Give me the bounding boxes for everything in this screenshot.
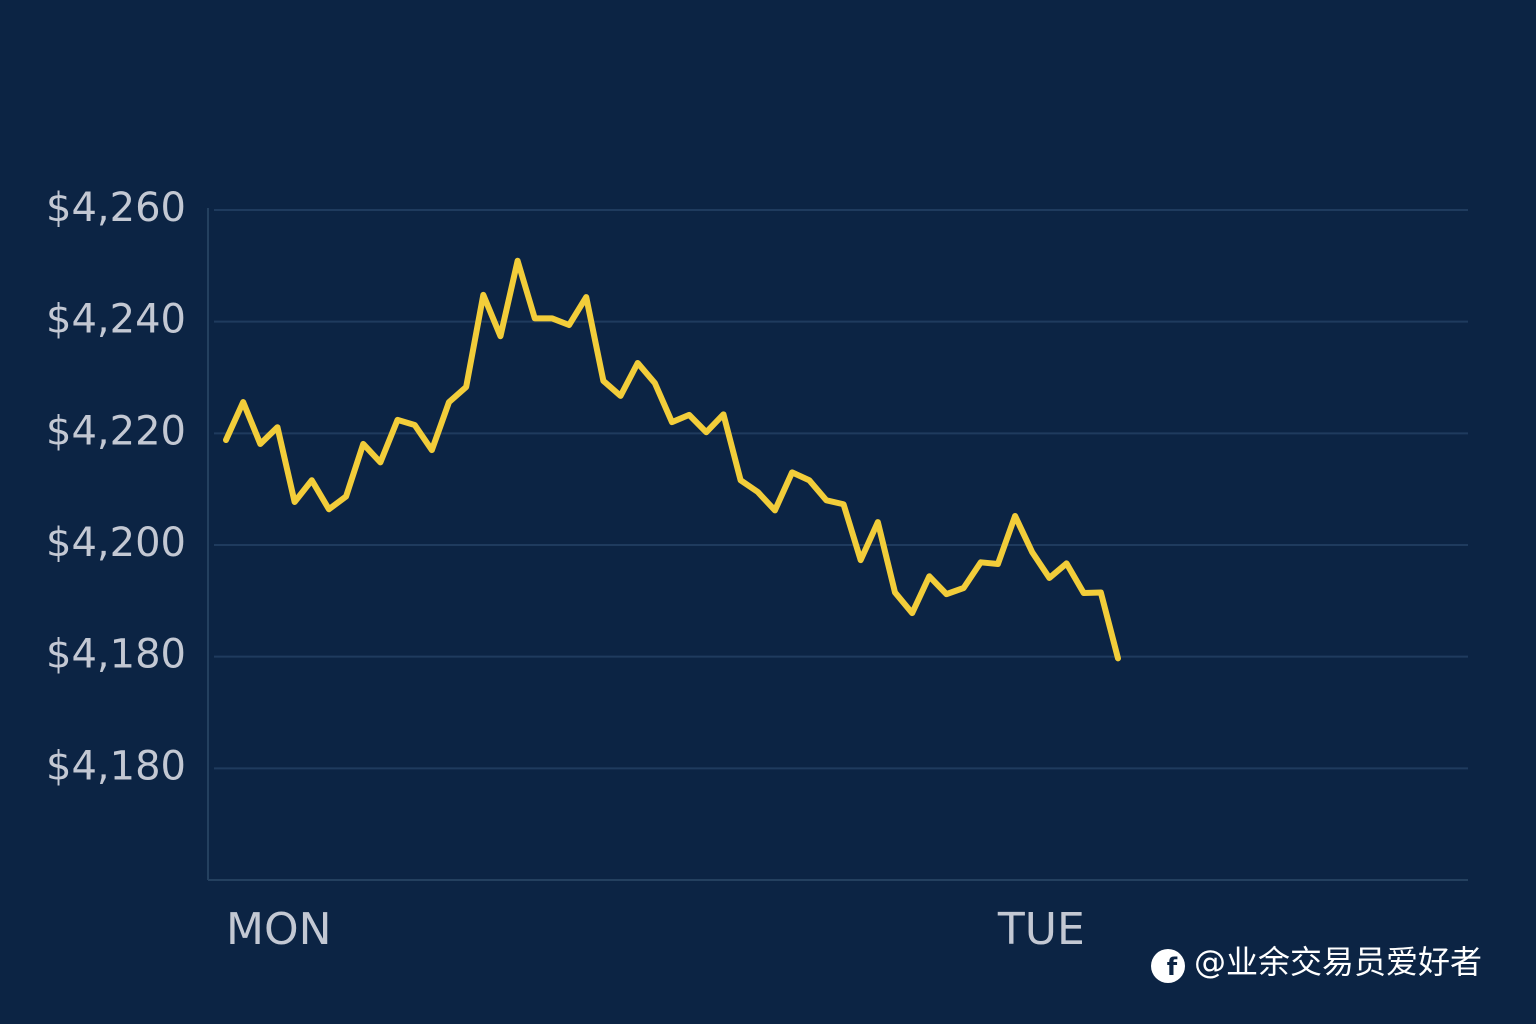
watermark-icon xyxy=(1151,949,1185,983)
y-tick-label: $4,200 xyxy=(46,520,186,566)
y-tick-label: $4,180 xyxy=(46,743,186,789)
x-tick-label: MON xyxy=(226,904,332,955)
y-tick-label: $4,240 xyxy=(46,297,186,343)
x-tick-label: TUE xyxy=(997,904,1085,955)
price-line xyxy=(223,257,1121,662)
watermark-icon-glyph: f xyxy=(1167,953,1178,981)
y-tick-label: $4,260 xyxy=(46,185,186,231)
y-tick-label: $4,220 xyxy=(46,408,186,454)
watermark-text: @业余交易员爱好者 xyxy=(1194,943,1482,981)
y-tick-label: $4,180 xyxy=(46,632,186,678)
watermark: f @业余交易员爱好者 xyxy=(1151,943,1482,983)
